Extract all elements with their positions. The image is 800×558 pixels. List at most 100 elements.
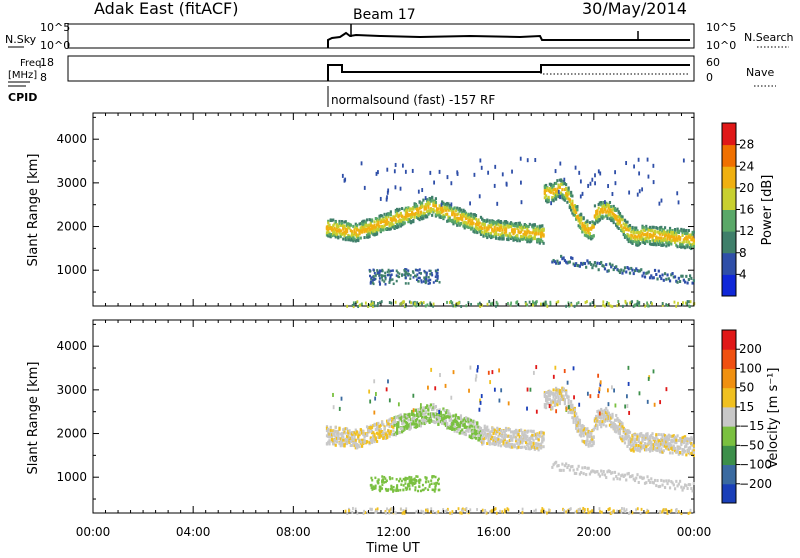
scatter-cell — [647, 400, 649, 404]
scatter-cell — [604, 473, 606, 476]
scatter-cell — [626, 221, 628, 224]
scatter-cell — [644, 442, 646, 445]
scatter-cell — [579, 508, 581, 511]
scatter-cell — [336, 233, 338, 236]
scatter-cell — [638, 158, 640, 162]
scatter-cell — [361, 161, 363, 165]
scatter-cell — [600, 425, 602, 428]
scatter-cell — [542, 432, 544, 435]
scatter-cell — [346, 305, 348, 308]
scatter-cell — [404, 273, 406, 276]
scatter-cell — [435, 197, 437, 200]
scatter-cell — [434, 209, 436, 212]
scatter-cell — [486, 219, 488, 222]
scatter-cell — [681, 275, 683, 278]
scatter-cell — [601, 511, 603, 514]
scatter-cell — [423, 280, 425, 283]
scatter-cell — [341, 397, 343, 401]
scatter-cell — [431, 196, 433, 199]
scatter-cell — [685, 445, 687, 448]
scatter-cell — [418, 482, 420, 485]
scatter-cell — [545, 301, 547, 304]
scatter-cell — [469, 219, 471, 222]
scatter-cell — [479, 222, 481, 225]
scatter-cell — [611, 471, 613, 474]
scatter-cell — [648, 175, 650, 179]
scatter-cell — [647, 158, 649, 162]
scatter-cell — [475, 214, 477, 217]
scatter-cell — [685, 275, 687, 278]
scatter-cell — [633, 450, 635, 453]
scatter-cell — [571, 465, 573, 468]
scatter-cell — [568, 395, 570, 398]
scatter-cell — [539, 242, 541, 245]
scatter-cell — [663, 449, 665, 452]
scatter-cell — [597, 394, 599, 398]
scatter-cell — [386, 387, 388, 391]
scatter-cell — [496, 512, 498, 515]
scatter-cell — [429, 171, 431, 175]
scatter-cell — [419, 420, 421, 423]
scatter-cell — [421, 205, 423, 208]
colorbar-segment — [722, 368, 736, 388]
scatter-cell — [655, 273, 657, 276]
scatter-cell — [409, 415, 411, 418]
scatter-cell — [578, 465, 580, 468]
scatter-cell — [427, 386, 429, 390]
scatter-cell — [379, 485, 381, 488]
scatter-cell — [460, 305, 462, 308]
scatter-cell — [470, 303, 472, 306]
scatter-cell — [676, 434, 678, 437]
y-tick-label: 1000 — [56, 470, 87, 484]
scatter-cell — [439, 170, 441, 174]
scatter-cell — [603, 470, 605, 473]
scatter-cell — [441, 203, 443, 207]
scatter-cell — [649, 481, 651, 484]
scatter-cell — [391, 488, 393, 491]
scatter-cell — [385, 512, 387, 515]
scatter-cell — [688, 278, 690, 281]
scatter-cell — [685, 484, 687, 487]
scatter-cell — [330, 429, 332, 432]
scatter-cell — [511, 170, 513, 174]
scatter-cell — [475, 218, 477, 221]
scatter-cell — [418, 190, 420, 194]
scatter-cell — [553, 184, 555, 187]
scatter-cell — [342, 238, 344, 241]
scatter-cell — [578, 301, 580, 304]
scatter-cell — [438, 483, 440, 486]
scatter-cell — [427, 303, 429, 306]
scatter-cell — [545, 406, 547, 409]
scatter-cell — [435, 405, 437, 408]
scatter-cell — [684, 450, 686, 453]
scatter-cell — [571, 195, 573, 198]
scatter-cell — [410, 301, 412, 304]
scatter-cell — [583, 472, 585, 475]
scatter-cell — [529, 223, 531, 226]
scatter-cell — [404, 482, 406, 485]
scatter-cell — [479, 158, 481, 162]
scatter-cell — [510, 225, 512, 228]
colorbar-tick-label: 200 — [739, 342, 762, 356]
freq-panel-frame — [68, 56, 694, 81]
scatter-cell — [409, 277, 411, 280]
scatter-cell — [563, 256, 565, 259]
x-tick-label: 00:00 — [76, 525, 111, 539]
scatter-cell — [646, 232, 648, 235]
scatter-cell — [668, 437, 670, 440]
scatter-cell — [693, 242, 695, 245]
scatter-cell — [390, 485, 392, 488]
scatter-cell — [659, 485, 661, 488]
scatter-cell — [438, 489, 440, 492]
scatter-cell — [469, 508, 471, 511]
scatter-cell — [374, 272, 376, 275]
scatter-cell — [638, 171, 640, 175]
velocity-colorbar-label: Velocity [m s⁻¹] — [766, 368, 781, 469]
scatter-cell — [474, 421, 476, 424]
scatter-cell — [580, 216, 582, 219]
scatter-cell — [452, 414, 454, 417]
scatter-cell — [472, 222, 474, 225]
scatter-cell — [592, 301, 594, 304]
scatter-cell — [489, 440, 491, 443]
